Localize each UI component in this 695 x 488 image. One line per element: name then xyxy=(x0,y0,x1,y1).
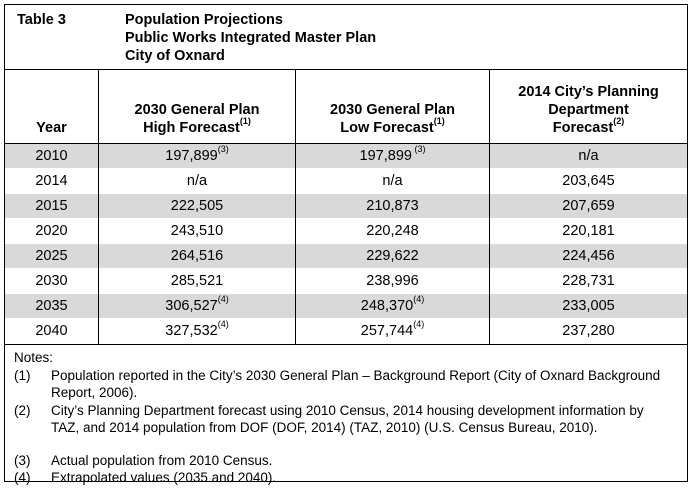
city-header-sup: (2) xyxy=(613,116,625,127)
city-header-line-3: Forecast xyxy=(552,120,614,136)
row-separator xyxy=(5,318,687,319)
city-cell: 203,645 xyxy=(562,173,615,189)
high-header-sup: (1) xyxy=(239,116,251,127)
low-header-line-1: 2030 General Plan xyxy=(330,102,455,118)
title-line-2: Public Works Integrated Master Plan xyxy=(125,30,377,46)
high-cell: 306,527(4) xyxy=(99,294,295,318)
high-cell: 285,521 xyxy=(170,273,224,289)
column-separator xyxy=(98,70,99,344)
note-text: Population reported in the City’s 2030 G… xyxy=(51,368,661,400)
note-number: (2) xyxy=(14,403,31,418)
table-frame: Table 3 Population Projections Public Wo… xyxy=(4,4,688,485)
city-cell: 224,456 xyxy=(490,244,687,268)
row-separator xyxy=(5,218,687,219)
table-row: 2025 264,516 229,622 224,456 xyxy=(5,244,687,268)
year-cell: 2014 xyxy=(35,173,68,189)
low-cell: 210,873 xyxy=(296,194,489,218)
row-separator xyxy=(5,168,687,169)
table-row: 2030 285,521 238,996 228,731 xyxy=(5,269,687,293)
year-cell: 2030 xyxy=(35,273,68,289)
low-header-line-2: Low Forecast xyxy=(340,120,434,136)
note-text: Extrapolated values (2035 and 2040). xyxy=(51,470,277,485)
row-separator xyxy=(5,293,687,294)
row-separator xyxy=(5,243,687,244)
column-separator xyxy=(489,70,490,344)
city-header-line-2: Department xyxy=(548,102,629,118)
table-bottom-divider xyxy=(5,344,687,345)
year-cell: 2040 xyxy=(35,323,68,339)
low-cell: 248,370(4) xyxy=(296,294,489,318)
column-header-low: 2030 General Plan Low Forecast(1) xyxy=(296,70,489,143)
column-header-high: 2030 General Plan High Forecast(1) xyxy=(99,70,295,143)
note-number: (3) xyxy=(14,453,31,468)
notes-heading: Notes: xyxy=(14,350,54,365)
city-cell: 207,659 xyxy=(490,194,687,218)
high-cell: n/a xyxy=(186,173,208,189)
year-cell: 2025 xyxy=(5,244,98,268)
title-line-1: Population Projections xyxy=(125,12,283,28)
column-separator xyxy=(295,70,296,344)
row-separator xyxy=(5,193,687,194)
year-cell: 2020 xyxy=(35,223,68,239)
high-header-line-2: High Forecast xyxy=(143,120,240,136)
table-row: 2014 n/a n/a 203,645 xyxy=(5,169,687,193)
low-cell: n/a xyxy=(382,173,403,189)
city-header-line-1: 2014 City’s Planning xyxy=(518,84,659,100)
note-number: (1) xyxy=(14,368,31,383)
city-cell: 233,005 xyxy=(490,294,687,318)
high-header-line-1: 2030 General Plan xyxy=(134,102,260,118)
row-separator xyxy=(5,268,687,269)
table-row: 2015 222,505 210,873 207,659 xyxy=(5,194,687,218)
city-cell: n/a xyxy=(490,144,687,168)
low-cell: 257,744(4) xyxy=(360,319,425,339)
year-cell: 2035 xyxy=(5,294,98,318)
table-row: 2010 197,899(3) 197,899 (3) n/a xyxy=(5,144,687,168)
note-text: Actual population from 2010 Census. xyxy=(51,453,273,468)
low-cell: 220,248 xyxy=(366,223,419,239)
column-header-year: Year xyxy=(5,70,98,143)
year-cell: 2015 xyxy=(5,194,98,218)
city-cell: 220,181 xyxy=(562,223,615,239)
table-label: Table 3 xyxy=(17,12,66,28)
high-cell: 243,510 xyxy=(170,223,224,239)
table-title: Population Projections Public Works Inte… xyxy=(125,11,376,65)
city-cell: 228,731 xyxy=(562,273,615,289)
note-number: (4) xyxy=(14,470,31,485)
column-header-year-label: Year xyxy=(36,120,67,136)
high-cell: 197,899(3) xyxy=(99,144,295,168)
low-cell: 229,622 xyxy=(296,244,489,268)
high-cell: 327,532(4) xyxy=(165,319,229,339)
column-header-city: 2014 City’s Planning Department Forecast… xyxy=(490,70,687,143)
low-header-sup: (1) xyxy=(433,116,445,127)
table-row: 2020 243,510 220,248 220,181 xyxy=(5,219,687,243)
title-line-3: City of Oxnard xyxy=(125,48,225,64)
table-title-bar: Table 3 Population Projections Public Wo… xyxy=(5,5,687,70)
low-cell: 197,899 (3) xyxy=(296,144,489,168)
header-divider xyxy=(5,143,687,144)
high-cell: 222,505 xyxy=(99,194,295,218)
city-cell: 237,280 xyxy=(562,323,615,339)
note-text: City’s Planning Department forecast usin… xyxy=(51,403,644,435)
year-cell: 2010 xyxy=(5,144,98,168)
low-cell: 238,996 xyxy=(366,273,419,289)
table-row: 2035 306,527(4) 248,370(4) 233,005 xyxy=(5,294,687,318)
high-cell: 264,516 xyxy=(99,244,295,268)
table-row: 2040 327,532(4) 257,744(4) 237,280 xyxy=(5,319,687,343)
